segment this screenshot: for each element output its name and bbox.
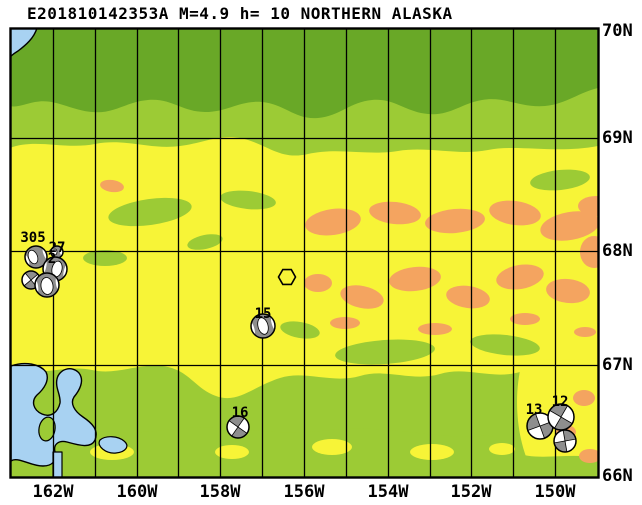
beachball-number-label: 27 [49,240,66,256]
focal-mechanism-beachball [50,245,64,259]
map-title: E201810142353A M=4.9 h= 10 NORTHERN ALAS… [27,4,453,23]
lat-tick-label: 70N [602,21,633,41]
lat-tick-label: 69N [602,128,633,148]
focal-mechanism-beachball [547,403,575,431]
water-small-lake [98,436,128,454]
lon-tick-label: 162W [32,482,74,502]
beachball-number-label: 305 [20,230,45,246]
beachball-number-label: 16 [232,405,249,421]
graticule-layer [10,28,598,477]
focal-mechanism-beachball [21,270,41,290]
lon-tick-label: 154W [367,482,409,502]
focal-mechanism-beachball [226,415,250,439]
lon-tick-label: 150W [534,482,576,502]
lake-island [38,416,56,442]
map-frame [9,27,600,479]
terrain-green-marbling [83,169,590,365]
lat-tick-label: 66N [602,466,633,486]
lon-tick-label: 156W [283,482,325,502]
focal-mechanism-beachball [34,272,60,298]
lon-tick-label: 160W [116,482,158,502]
lon-tick-label: 152W [450,482,492,502]
epicenter-hexagon-icon [277,268,297,286]
focal-mechanism-beachball [24,245,48,269]
lat-tick-label: 67N [602,355,633,375]
focal-mechanism-beachball [553,429,577,453]
focal-mechanism-beachball [250,313,276,339]
water-channel-south [52,451,63,477]
beachball-number-label: 2 [48,251,56,267]
lat-tick-label: 68N [602,241,633,261]
focal-mechanism-beachball [526,412,554,440]
terrain-layer [10,28,598,477]
beachball-number-label: 15 [255,306,272,322]
beachball-number-label: 13 [526,402,543,418]
lon-tick-label: 158W [199,482,241,502]
beachball-number-label: 12 [552,394,569,410]
